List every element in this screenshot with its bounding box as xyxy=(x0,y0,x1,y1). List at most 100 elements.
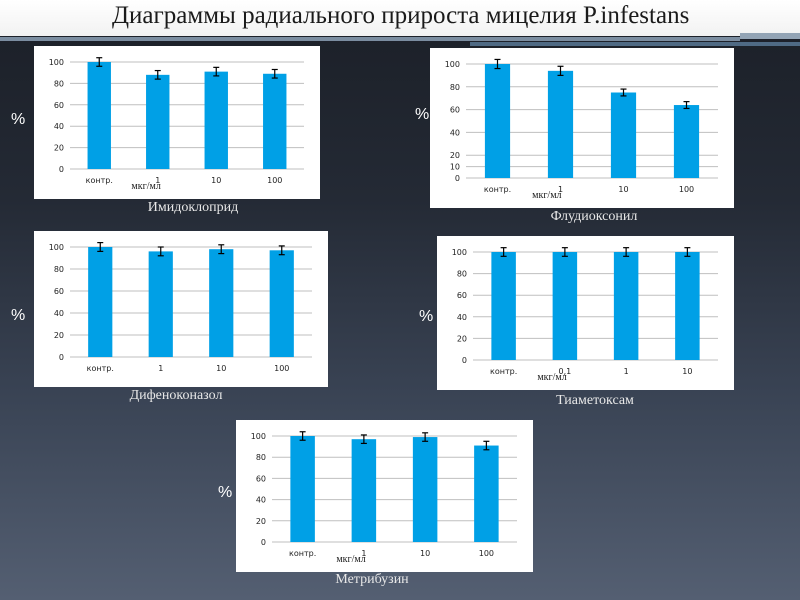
unit-label: мкг/мл xyxy=(131,181,160,192)
bar xyxy=(148,251,173,357)
bar xyxy=(673,105,700,178)
percent-label-1: % xyxy=(11,111,26,128)
chart-svg: 0 20 40 60 80 100 контр. 1 10 100 мкг/мл xyxy=(251,431,517,565)
chart-svg: 0 20 40 60 80 100 контр. 1 10 100 xyxy=(49,241,312,373)
y-tick-label: 100 xyxy=(445,60,460,69)
unit-label: мкг/мл xyxy=(537,372,566,383)
y-tick-label: 40 xyxy=(54,122,64,131)
y-tick-label: 40 xyxy=(54,309,64,318)
x-tick-label: 1 xyxy=(158,364,163,373)
x-tick-label: 1 xyxy=(558,185,563,194)
percent-label-2: % xyxy=(415,106,430,123)
bar xyxy=(412,437,438,542)
y-tick-label: 20 xyxy=(54,144,64,153)
y-tick-label: 40 xyxy=(457,313,467,322)
x-tick-label: 1 xyxy=(361,549,366,558)
x-tick-label: 10 xyxy=(682,367,692,376)
bar xyxy=(263,73,287,169)
x-tick-label: контр. xyxy=(484,185,511,194)
chart-panel-thiamethoxam: 0 20 40 60 80 100 контр. 0,1 1 10 мкг/мл xyxy=(437,236,734,390)
bar xyxy=(209,249,234,357)
y-tick-label: 20 xyxy=(256,517,266,526)
bar xyxy=(552,252,578,360)
bar xyxy=(610,92,637,178)
y-tick-label: 0 xyxy=(455,174,460,183)
y-tick-label: 40 xyxy=(450,128,460,137)
chart-panel-imidacloprid: 0 20 40 60 80 100 контр. 1 10 100 мкг/мл xyxy=(34,46,320,199)
y-tick-label: 20 xyxy=(457,334,467,343)
unit-label: мкг/мл xyxy=(532,190,561,201)
y-tick-label: 10 xyxy=(450,163,460,172)
decor-stripe-2 xyxy=(470,42,800,46)
x-tick-label: 10 xyxy=(420,549,430,558)
y-tick-label: 60 xyxy=(256,474,266,483)
header-band xyxy=(0,0,800,36)
x-tick-label: 1 xyxy=(155,176,160,185)
bar xyxy=(491,252,516,360)
x-tick-label: 10 xyxy=(211,176,221,185)
y-tick-label: 80 xyxy=(54,79,64,88)
y-tick-label: 80 xyxy=(54,265,64,274)
x-tick-label: 10 xyxy=(618,185,628,194)
x-tick-label: 100 xyxy=(679,185,694,194)
y-tick-label: 100 xyxy=(452,248,467,257)
x-tick-label: 1 xyxy=(624,367,629,376)
y-tick-label: 20 xyxy=(450,151,460,160)
bar xyxy=(547,70,574,178)
decor-stripe-3 xyxy=(740,33,800,39)
decor-stripe-1 xyxy=(0,37,740,41)
x-tick-label: 100 xyxy=(274,364,289,373)
y-tick-label: 80 xyxy=(256,453,266,462)
x-tick-label: контр. xyxy=(87,364,114,373)
y-tick-label: 0 xyxy=(462,356,467,365)
bar xyxy=(204,71,228,169)
y-tick-label: 0 xyxy=(59,353,64,362)
chart-panel-metribuzin: 0 20 40 60 80 100 контр. 1 10 100 мкг/мл xyxy=(236,420,533,572)
bar xyxy=(474,445,499,542)
y-tick-label: 80 xyxy=(457,270,467,279)
y-tick-label: 100 xyxy=(49,58,64,67)
chart-svg: 0 10 20 40 60 80 100 контр. 1 10 100 мкг/мл xyxy=(445,58,718,201)
page-title: Диаграммы радиального прироста мицелия P… xyxy=(112,2,690,29)
x-tick-label: контр. xyxy=(490,367,517,376)
bar xyxy=(88,247,113,357)
y-tick-label: 0 xyxy=(59,165,64,174)
caption-thiamethoxam: Тиаметоксам xyxy=(556,393,634,408)
x-tick-label: 100 xyxy=(479,549,494,558)
chart-svg: 0 20 40 60 80 100 контр. 0,1 1 10 мкг/мл xyxy=(452,247,718,383)
chart-svg: 0 20 40 60 80 100 контр. 1 10 100 мкг/мл xyxy=(49,57,304,192)
bar xyxy=(146,74,170,169)
bar xyxy=(269,250,294,357)
chart-panel-fludioxonil: 0 10 20 40 60 80 100 контр. 1 10 100 мкг/мл xyxy=(430,48,734,208)
x-tick-label: 0,1 xyxy=(559,367,572,376)
caption-difenoconazole: Дифеноконазол xyxy=(129,388,223,403)
y-tick-label: 60 xyxy=(54,287,64,296)
x-tick-label: контр. xyxy=(86,176,113,185)
y-tick-label: 40 xyxy=(256,496,266,505)
percent-label-5: % xyxy=(218,484,233,501)
y-tick-label: 60 xyxy=(457,291,467,300)
bar xyxy=(290,436,315,542)
y-tick-label: 0 xyxy=(261,538,266,547)
caption-fludioxonil: Флудиоксонил xyxy=(550,209,638,224)
x-tick-label: контр. xyxy=(289,549,316,558)
y-tick-label: 100 xyxy=(251,432,266,441)
y-tick-label: 60 xyxy=(450,106,460,115)
x-tick-label: 10 xyxy=(216,364,226,373)
chart-panel-difenoconazole: 0 20 40 60 80 100 контр. 1 10 100 xyxy=(34,231,328,387)
bar xyxy=(87,62,111,169)
caption-imidacloprid: Имидоклоприд xyxy=(147,200,239,215)
y-tick-label: 80 xyxy=(450,83,460,92)
y-tick-label: 60 xyxy=(54,101,64,110)
bar xyxy=(484,64,511,178)
unit-label: мкг/мл xyxy=(336,554,365,565)
y-tick-label: 100 xyxy=(49,243,64,252)
y-tick-label: 20 xyxy=(54,331,64,340)
bar xyxy=(675,252,700,360)
percent-label-3: % xyxy=(11,307,26,324)
x-tick-label: 100 xyxy=(267,176,282,185)
percent-label-4: % xyxy=(419,308,434,325)
caption-metribuzin: Метрибузин xyxy=(335,572,409,587)
bar xyxy=(351,439,377,542)
bar xyxy=(613,252,639,360)
